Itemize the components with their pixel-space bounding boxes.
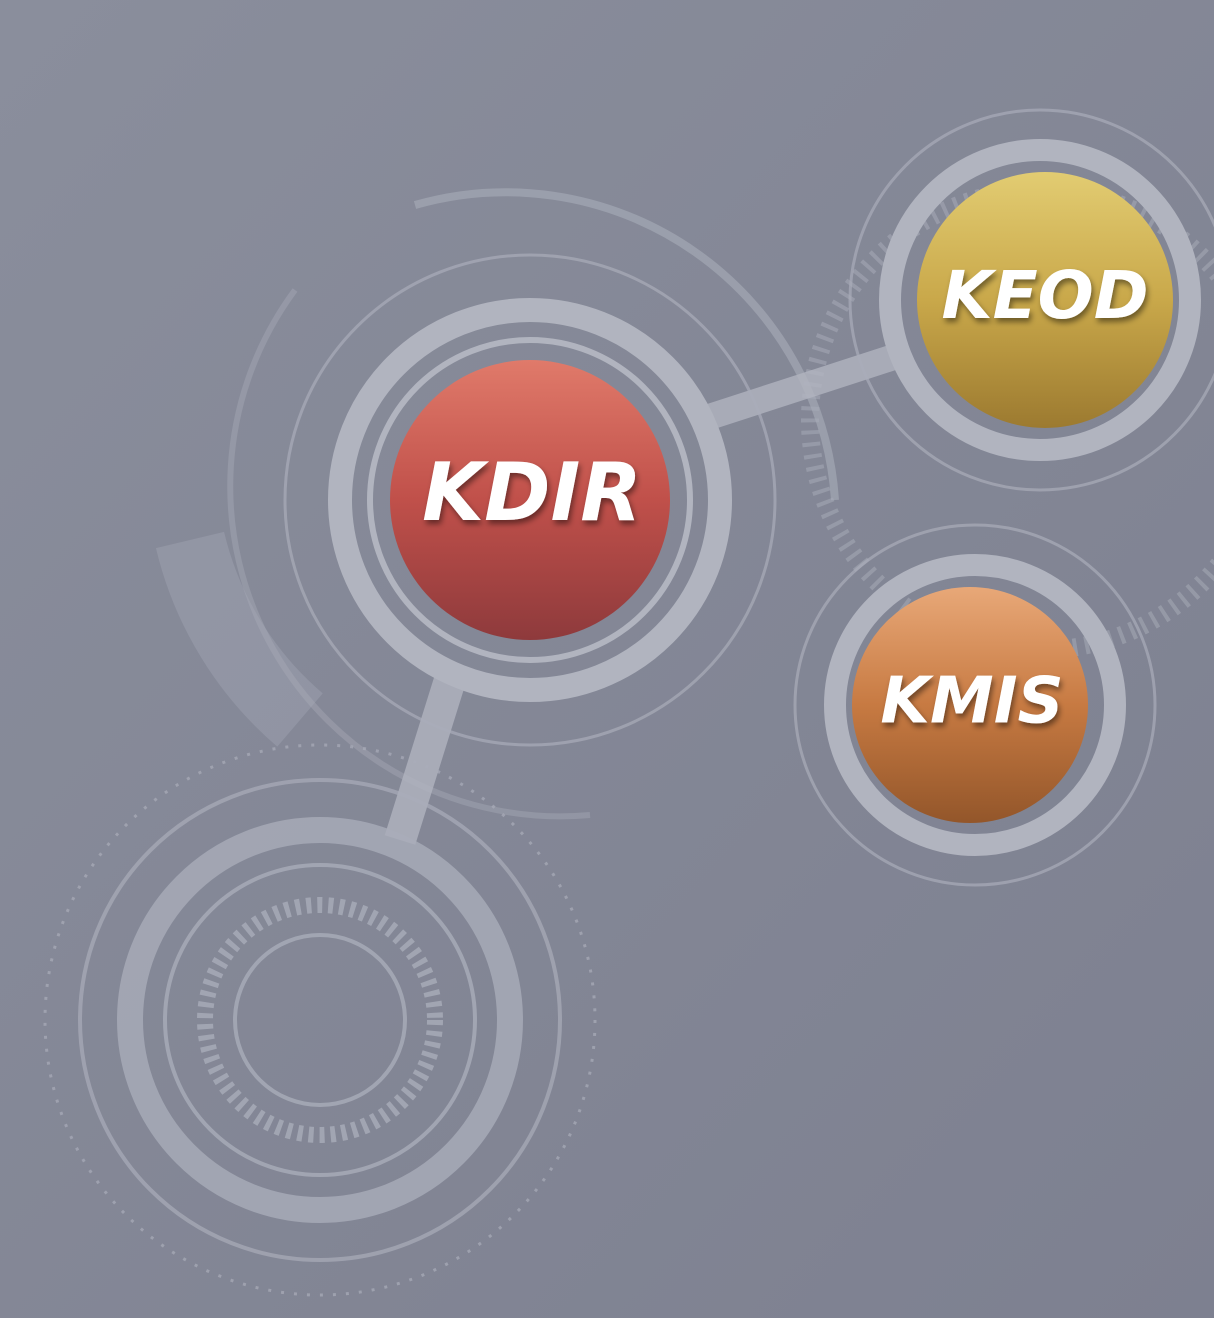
page: KDIR KEOD KMIS (() => { const data = JSO… — [0, 0, 1214, 1318]
node-label: KMIS — [880, 665, 1063, 739]
diagram: KDIR KEOD KMIS — [0, 0, 1214, 1318]
node-label: KDIR — [422, 446, 642, 539]
node-label: KEOD — [941, 257, 1148, 334]
